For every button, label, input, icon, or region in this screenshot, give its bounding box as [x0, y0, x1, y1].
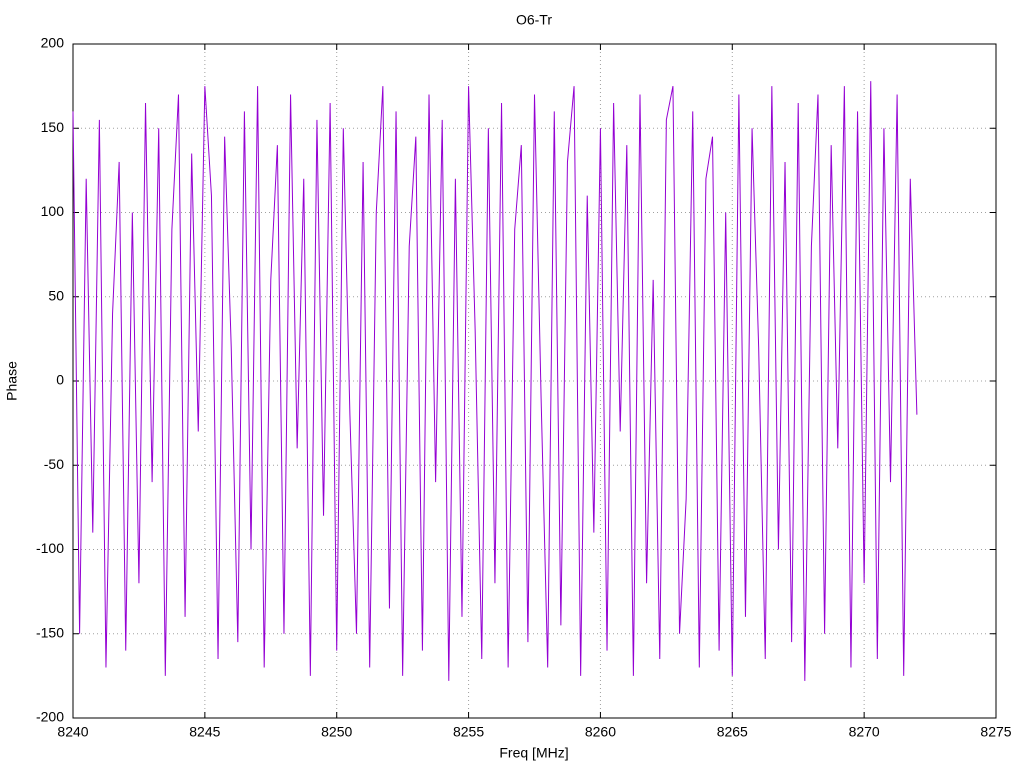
x-tick-label: 8245: [189, 724, 220, 740]
y-tick-label: 150: [41, 119, 65, 135]
data-line: [72, 81, 918, 681]
y-tick-label: -200: [36, 709, 64, 725]
y-tick-label: -150: [36, 624, 64, 640]
y-tick-label: -50: [44, 456, 64, 472]
y-tick-label: 200: [41, 35, 65, 51]
y-tick-label: 50: [48, 287, 64, 303]
x-tick-label: 8240: [57, 724, 88, 740]
y-axis-label: Phase: [4, 361, 20, 401]
x-tick-label: 8270: [849, 724, 880, 740]
chart-title: O6-Tr: [516, 12, 552, 28]
y-tick-label: 100: [41, 203, 65, 219]
x-tick-label: 8255: [453, 724, 484, 740]
x-tick-label: 8265: [717, 724, 748, 740]
y-tick-label: -100: [36, 540, 64, 556]
x-tick-label: 8275: [980, 724, 1011, 740]
x-tick-label: 8250: [321, 724, 352, 740]
plot-border: [72, 43, 997, 719]
y-tick-label: 0: [56, 372, 64, 388]
x-tick-label: 8260: [585, 724, 616, 740]
x-axis-label: Freq [MHz]: [499, 745, 568, 761]
